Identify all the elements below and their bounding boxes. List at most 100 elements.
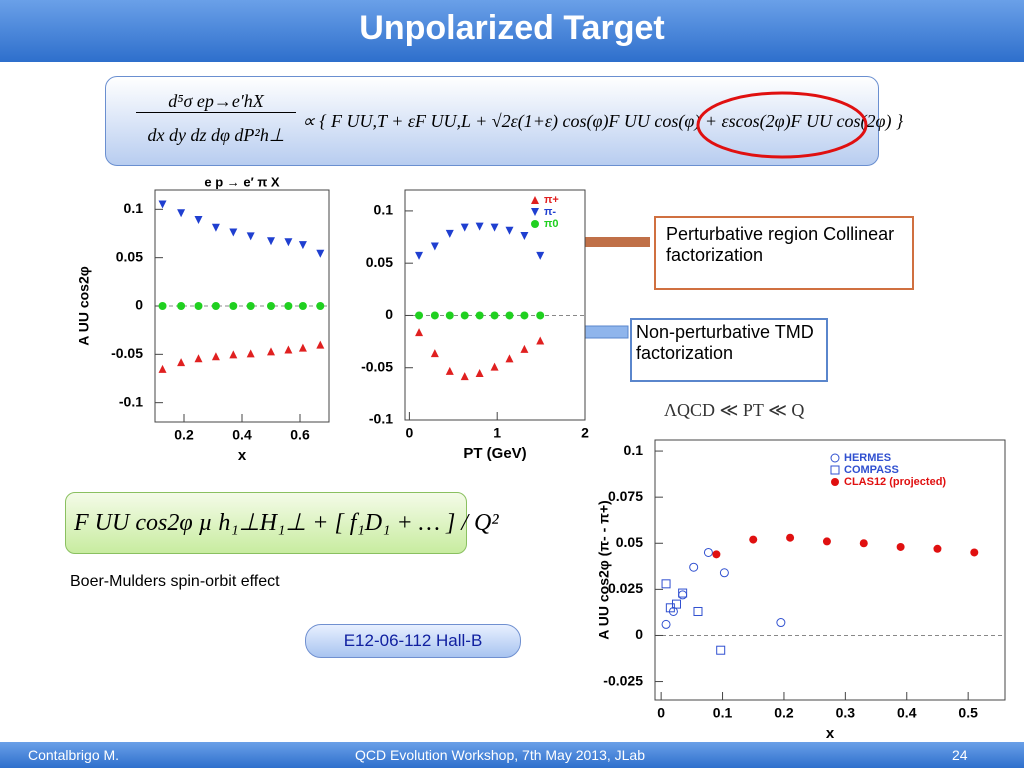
y-tick-label: 0 [635, 626, 643, 642]
point [475, 222, 484, 231]
title: Unpolarized Target [359, 9, 665, 47]
point [415, 328, 424, 337]
point [830, 465, 840, 475]
footer-right: 24 [952, 747, 968, 763]
y-tick-label: -0.05 [361, 358, 393, 374]
y-tick-label: 0.075 [608, 488, 643, 504]
x-tick-label: 0 [405, 425, 413, 441]
footer: Contalbrigo M. QCD Evolution Workshop, 7… [0, 742, 1024, 768]
point [536, 311, 545, 320]
x-tick-label: 0.4 [232, 427, 252, 443]
point [505, 354, 514, 363]
point [430, 242, 439, 251]
x-tick-label: 2 [581, 425, 589, 441]
point [177, 209, 186, 218]
point [158, 200, 167, 209]
point [267, 302, 275, 310]
plot-frame [654, 439, 1006, 701]
point [970, 548, 979, 557]
point [460, 372, 469, 381]
point [246, 349, 255, 358]
x-tick-label: 0.3 [836, 705, 856, 721]
x-tick-label: 1 [493, 425, 501, 441]
point [267, 237, 275, 246]
y-tick-label: -0.1 [369, 411, 393, 427]
x-tick-label: 0.6 [290, 427, 310, 443]
y-axis-label: A UU cos2φ [76, 266, 92, 346]
point [531, 208, 539, 216]
point [831, 478, 839, 486]
point [520, 344, 529, 353]
point [316, 249, 325, 258]
point [445, 229, 454, 238]
point [693, 606, 703, 616]
highlight [696, 91, 868, 159]
point [896, 542, 905, 551]
point [246, 232, 255, 241]
point [445, 366, 454, 375]
y-tick-label: -0.025 [603, 672, 643, 688]
point [460, 311, 469, 320]
point [194, 302, 203, 310]
text-box: Perturbative region Collinear factorizat… [654, 216, 914, 290]
point [194, 215, 203, 224]
legend-label: π- [544, 206, 556, 218]
point [536, 336, 545, 345]
legend-label: π+ [544, 194, 559, 206]
x-axis-label: x [238, 447, 247, 464]
relation: ΛQCD ≪ PT ≪ Q [664, 400, 805, 420]
point [776, 618, 786, 628]
point [284, 238, 293, 247]
x-tick-label: 0.5 [958, 705, 978, 721]
point [716, 645, 726, 655]
title-bar: Unpolarized Target [0, 0, 1024, 62]
y-axis-label: A UU cos2φ (π- - π+) [596, 500, 612, 639]
point [859, 539, 868, 548]
point [211, 302, 220, 310]
x-axis-label: x [826, 725, 835, 742]
point [531, 220, 539, 228]
point [475, 368, 484, 377]
legend-label: CLAS12 (projected) [844, 476, 946, 488]
point [177, 358, 186, 367]
numerator: d⁵σ ep→e′hX [136, 91, 296, 113]
x-tick-label: 0.2 [774, 705, 794, 721]
point [246, 302, 255, 310]
point [520, 311, 529, 320]
point [830, 453, 840, 463]
x-tick-label: 0.2 [174, 427, 194, 443]
point [194, 354, 203, 363]
point [536, 251, 545, 260]
point [475, 311, 484, 320]
point [460, 223, 469, 232]
point [298, 302, 307, 310]
y-tick-label: 0.1 [624, 442, 644, 458]
y-tick-label: 0.1 [374, 202, 394, 218]
point [661, 619, 671, 629]
y-tick-label: 0 [385, 306, 393, 322]
x-tick-label: 0.4 [897, 705, 917, 721]
legend-label: π0 [544, 218, 559, 230]
y-tick-label: 0.05 [366, 254, 393, 270]
point [229, 228, 238, 237]
rhs: ∝ { F UU,T + εF UU,L + √2ε(1+ε) cos(φ)F … [302, 111, 904, 131]
point [211, 223, 220, 232]
point [430, 349, 439, 358]
denominator: dx dy dz dφ dP²h⊥ [147, 125, 285, 145]
point [689, 562, 699, 572]
point [158, 364, 167, 373]
point [316, 302, 325, 310]
point [822, 537, 831, 546]
experiment-tag: E12-06-112 Hall-B [305, 624, 521, 658]
footer-center: QCD Evolution Workshop, 7th May 2013, JL… [355, 747, 646, 763]
legend-label: HERMES [844, 452, 891, 464]
point [229, 302, 238, 310]
point [298, 241, 307, 250]
legend-label: COMPASS [844, 464, 899, 476]
point [490, 223, 499, 232]
y-tick-label: -0.1 [119, 393, 143, 409]
point [505, 226, 514, 235]
footer-left: Contalbrigo M. [28, 747, 120, 763]
